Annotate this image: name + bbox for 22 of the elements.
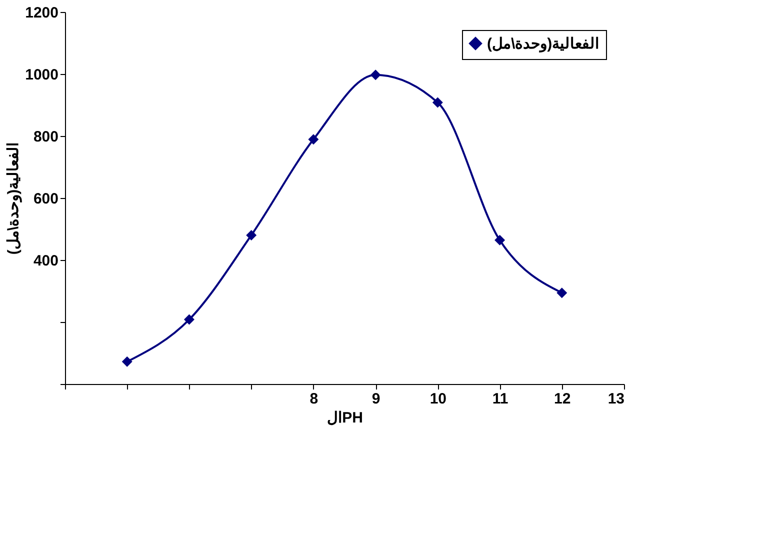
x-tick-label: 9 xyxy=(372,390,380,408)
y-tick-label: 600 xyxy=(33,190,58,208)
point xyxy=(308,134,319,145)
x-tick-label: 12 xyxy=(554,390,571,408)
y-tick-label: 400 xyxy=(33,252,58,270)
y-tick-label: 1200 xyxy=(25,4,58,22)
x-axis-title: الPH xyxy=(327,410,363,426)
x-tick-label: 13 xyxy=(608,390,624,408)
point xyxy=(184,314,194,325)
point xyxy=(432,97,443,108)
x-tick-label: 8 xyxy=(310,390,318,408)
point xyxy=(246,230,257,240)
point xyxy=(370,70,381,80)
y-tick-label: 1000 xyxy=(25,66,58,84)
x-tick-label: 10 xyxy=(430,390,447,408)
x-tick-label: 11 xyxy=(492,390,508,408)
y-tick-label: 800 xyxy=(33,128,58,146)
point xyxy=(556,288,568,298)
legend-label: الفعالية(وحدة\مل) xyxy=(487,36,600,52)
point xyxy=(122,356,132,367)
y-axis-title: الفعالية(وحدة\مل) xyxy=(5,142,22,255)
point xyxy=(494,234,506,246)
